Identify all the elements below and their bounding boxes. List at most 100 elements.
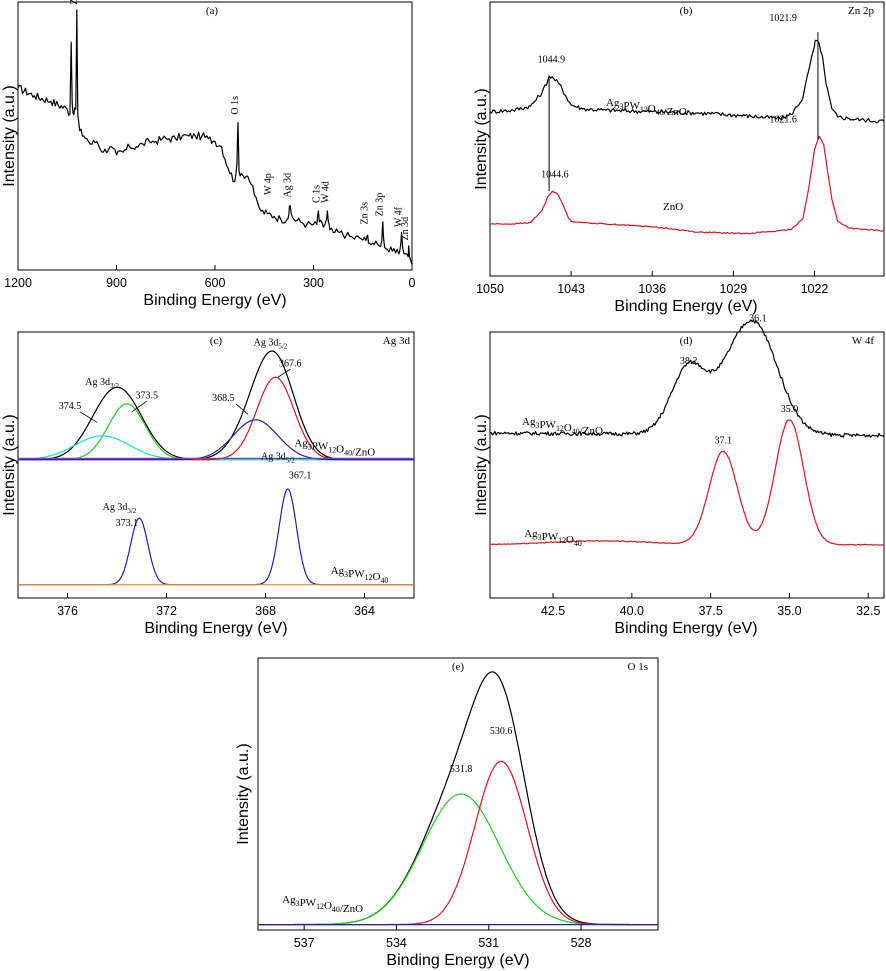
peak-value-label: 530.6 bbox=[490, 726, 513, 737]
series-e-0 bbox=[258, 671, 658, 926]
peak-label: C 1s bbox=[311, 185, 322, 203]
panel-corner-label: Zn 2p bbox=[848, 5, 874, 17]
x-tick-label: 531 bbox=[478, 936, 499, 950]
peak-value-label: 1021.9 bbox=[769, 13, 797, 24]
peak-value-label: 368.5 bbox=[212, 393, 235, 404]
peak-value-label: 374.5 bbox=[59, 401, 82, 412]
peak-label: Ag 3d bbox=[283, 173, 294, 198]
x-tick-label: 35.0 bbox=[777, 604, 801, 618]
orbital-label: Ag 3d3/2 bbox=[103, 502, 137, 515]
peak-label: Zn 2p bbox=[69, 0, 80, 5]
panel-corner-label: Ag 3d bbox=[383, 335, 411, 347]
x-axis-label: Binding Energy (eV) bbox=[386, 952, 529, 969]
x-tick-label: 376 bbox=[57, 604, 78, 618]
annotation-arrow bbox=[79, 411, 98, 423]
x-tick-label: 528 bbox=[571, 936, 592, 950]
x-tick-label: 300 bbox=[303, 276, 324, 290]
annotation-arrow bbox=[131, 400, 147, 413]
peak-value-label: 373.1 bbox=[116, 518, 139, 529]
y-axis-label: Intensity (a.u.) bbox=[1, 85, 18, 186]
annotation-arrow bbox=[277, 368, 291, 378]
x-tick-label: 600 bbox=[205, 276, 226, 290]
x-tick-label: 372 bbox=[156, 604, 177, 618]
peak-value-label: 367.1 bbox=[289, 470, 312, 481]
x-tick-label: 534 bbox=[386, 936, 407, 950]
x-tick-label: 368 bbox=[255, 604, 276, 618]
x-tick-label: 1029 bbox=[719, 282, 747, 296]
y-axis-label: Intensity (a.u.) bbox=[1, 414, 18, 515]
x-tick-label: 537 bbox=[294, 936, 315, 950]
y-axis-label: Intensity (a.u.) bbox=[473, 88, 490, 189]
peak-value-label: 1044.9 bbox=[538, 54, 566, 65]
x-tick-label: 364 bbox=[354, 604, 375, 618]
x-tick-label: 37.5 bbox=[698, 604, 722, 618]
x-axis-label: Binding Energy (eV) bbox=[614, 298, 757, 315]
x-axis-label: Binding Energy (eV) bbox=[143, 292, 286, 309]
x-tick-label: 1022 bbox=[801, 282, 829, 296]
series-c-4 bbox=[18, 419, 414, 461]
peak-label: Zn 3s bbox=[360, 202, 371, 225]
peak-value-label: 37.1 bbox=[714, 436, 732, 447]
x-tick-label: 1050 bbox=[476, 282, 504, 296]
x-tick-label: 40.0 bbox=[620, 604, 644, 618]
series-b-0 bbox=[489, 39, 885, 124]
series-label: ZnO bbox=[663, 201, 683, 213]
series-label: Ag3PW12O40/ZnO bbox=[294, 437, 375, 458]
peak-value-label: 1044.6 bbox=[541, 169, 569, 180]
y-axis-label: Intensity (a.u.) bbox=[473, 414, 490, 515]
peak-value-label: 36.1 bbox=[749, 313, 767, 324]
x-tick-label: 1036 bbox=[638, 282, 666, 296]
peak-label: Zn 3d bbox=[400, 217, 411, 241]
series-d-0 bbox=[489, 319, 885, 438]
x-axis-label: Binding Energy (eV) bbox=[144, 620, 287, 637]
peak-label: W 4f bbox=[393, 206, 404, 227]
orbital-label: Ag 3d3/2 bbox=[85, 377, 119, 390]
plot-frame-b bbox=[489, 1, 885, 277]
peak-label: W 4p bbox=[263, 173, 274, 195]
series-label: Ag3PW12O40 bbox=[524, 528, 582, 548]
plot-frame-e bbox=[257, 657, 659, 931]
series-label: Ag3PW12O40 bbox=[331, 565, 389, 585]
annotation-arrow bbox=[235, 403, 249, 415]
y-axis-label: Intensity (a.u.) bbox=[235, 743, 252, 844]
x-axis-label: Binding Energy (eV) bbox=[614, 620, 757, 637]
panel-title: (b) bbox=[680, 5, 693, 17]
series-label: Ag3PW12O40/ZnO bbox=[606, 97, 687, 118]
peak-value-label: 367.6 bbox=[279, 359, 302, 370]
peak-value-label: 1021.6 bbox=[769, 115, 797, 126]
x-tick-label: 32.5 bbox=[856, 604, 880, 618]
peak-value-label: 531.8 bbox=[450, 764, 473, 775]
x-tick-label: 900 bbox=[106, 276, 127, 290]
x-tick-label: 1200 bbox=[4, 276, 32, 290]
orbital-label: Ag 3d5/2 bbox=[254, 337, 288, 350]
panel-corner-label: W 4f bbox=[852, 335, 874, 347]
series-label: Ag3PW12O40/ZnO bbox=[522, 416, 603, 437]
plot-frame-c bbox=[17, 331, 415, 599]
peak-label: W 4d bbox=[320, 181, 331, 203]
series-label: Ag3PW12O40/ZnO bbox=[282, 894, 363, 915]
series-b-1 bbox=[489, 135, 885, 235]
x-tick-label: 1043 bbox=[557, 282, 585, 296]
panel-title: (e) bbox=[452, 661, 465, 673]
panel-title: (a) bbox=[206, 5, 219, 17]
series-e-2 bbox=[258, 760, 658, 926]
panel-corner-label: O 1s bbox=[628, 661, 648, 673]
panel-title: (c) bbox=[210, 335, 223, 347]
orbital-label: Ag 3d5/2 bbox=[261, 452, 295, 465]
peak-value-label: 38.2 bbox=[680, 356, 698, 367]
peak-value-label: 373.5 bbox=[135, 391, 158, 402]
peak-value-label: 35.0 bbox=[781, 404, 799, 415]
x-tick-label: 42.5 bbox=[541, 604, 565, 618]
x-tick-label: 0 bbox=[409, 276, 416, 290]
peak-label: O 1s bbox=[230, 96, 241, 115]
peak-label: Zn 3p bbox=[374, 193, 385, 217]
series-d-1 bbox=[489, 419, 885, 546]
series-a-0 bbox=[17, 9, 413, 265]
plot-frame-d bbox=[489, 331, 885, 599]
panel-title: (d) bbox=[680, 335, 693, 347]
